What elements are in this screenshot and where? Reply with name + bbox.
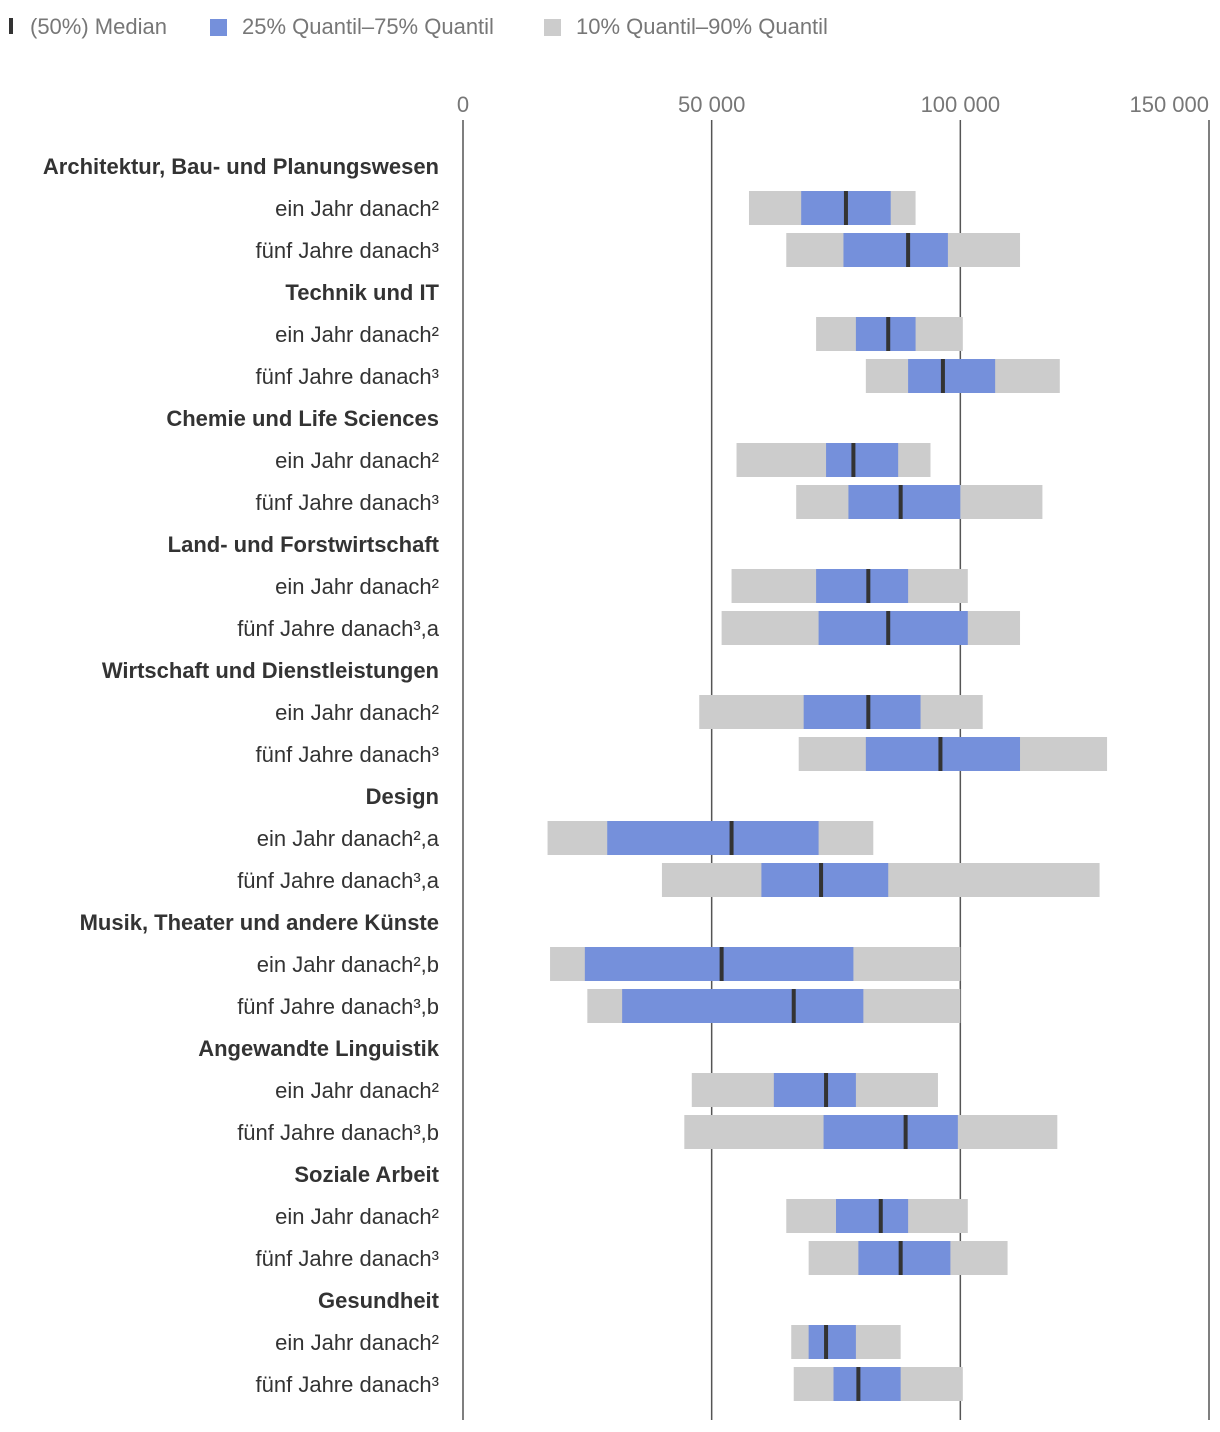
category-label: Design [366, 784, 439, 809]
row-label: fünf Jahre danach³ [256, 364, 439, 389]
median-marker [851, 443, 856, 477]
iqr-bar [761, 863, 889, 897]
median-marker [866, 569, 871, 603]
row-label: ein Jahr danach² [275, 1078, 439, 1103]
row-label: fünf Jahre danach³,a [237, 616, 440, 641]
median-marker [729, 821, 734, 855]
median-marker [819, 863, 824, 897]
median-marker [938, 737, 943, 771]
iqr-bar [816, 569, 909, 603]
iqr-bar [855, 317, 916, 351]
legend-p10-p90-label: 10% Quantil–90% Quantil [576, 14, 828, 39]
iqr-bar [584, 947, 854, 981]
row-label: ein Jahr danach² [275, 574, 439, 599]
median-marker [903, 1115, 908, 1149]
bars [547, 191, 1108, 1401]
iqr-bar [843, 233, 948, 267]
x-tick-label: 150 000 [1129, 92, 1209, 117]
legend-median-label: (50%) Median [30, 14, 167, 39]
row-label: ein Jahr danach² [275, 1330, 439, 1355]
row-label: ein Jahr danach² [275, 448, 439, 473]
category-label: Chemie und Life Sciences [166, 406, 439, 431]
row-label: fünf Jahre danach³,b [237, 994, 439, 1019]
median-marker [719, 947, 724, 981]
iqr-bar [773, 1073, 856, 1107]
category-label: Architektur, Bau- und Planungswesen [43, 154, 439, 179]
median-marker [906, 233, 911, 267]
legend-median-swatch [9, 18, 13, 34]
row-label: fünf Jahre danach³ [256, 238, 439, 263]
row-label: ein Jahr danach² [275, 196, 439, 221]
row-label: ein Jahr danach² [275, 700, 439, 725]
x-tick-label: 0 [457, 92, 469, 117]
iqr-bar [823, 1115, 958, 1149]
category-label: Technik und IT [285, 280, 439, 305]
x-tick-label: 100 000 [921, 92, 1001, 117]
iqr-bar [803, 695, 921, 729]
median-marker [898, 1241, 903, 1275]
legend-iqr-label: 25% Quantil–75% Quantil [242, 14, 494, 39]
row-label: ein Jahr danach²,a [257, 826, 440, 851]
iqr-bar [833, 1367, 901, 1401]
legend-p10-p90-swatch [544, 19, 561, 36]
category-label: Land- und Forstwirtschaft [168, 532, 440, 557]
median-marker [824, 1325, 829, 1359]
row-label: fünf Jahre danach³,b [237, 1120, 439, 1145]
median-marker [878, 1199, 883, 1233]
row-label: fünf Jahre danach³ [256, 1246, 439, 1271]
median-marker [866, 695, 871, 729]
iqr-bar [848, 485, 961, 519]
row-label: ein Jahr danach²,b [257, 952, 439, 977]
median-marker [898, 485, 903, 519]
iqr-bar [908, 359, 996, 393]
row-label: fünf Jahre danach³,a [237, 868, 440, 893]
legend: (50%) Median 25% Quantil–75% Quantil 10%… [9, 14, 828, 39]
median-marker [886, 611, 891, 645]
category-label: Musik, Theater und andere Künste [80, 910, 439, 935]
median-marker [886, 317, 891, 351]
iqr-bar [858, 1241, 951, 1275]
category-label: Soziale Arbeit [294, 1162, 439, 1187]
x-tick-label: 50 000 [678, 92, 745, 117]
iqr-bar [622, 989, 864, 1023]
iqr-bar [808, 1325, 856, 1359]
median-marker [791, 989, 796, 1023]
row-label: fünf Jahre danach³ [256, 490, 439, 515]
iqr-bar [607, 821, 819, 855]
x-axis-ticks: 0 50 000 100 000 150 000 [457, 92, 1209, 117]
legend-iqr-swatch [210, 19, 227, 36]
category-label: Angewandte Linguistik [198, 1036, 440, 1061]
category-label: Gesundheit [318, 1288, 440, 1313]
iqr-bar [865, 737, 1021, 771]
row-label: fünf Jahre danach³ [256, 742, 439, 767]
iqr-bar [826, 443, 899, 477]
median-marker [856, 1367, 861, 1401]
median-marker [824, 1073, 829, 1107]
median-marker [843, 191, 848, 225]
row-label: ein Jahr danach² [275, 322, 439, 347]
row-labels: Architektur, Bau- und Planungswesen ein J… [43, 154, 440, 1397]
median-marker [940, 359, 945, 393]
iqr-bar [818, 611, 968, 645]
category-label: Wirtschaft und Dienstleistungen [102, 658, 439, 683]
row-label: ein Jahr danach² [275, 1204, 439, 1229]
iqr-bar [836, 1199, 909, 1233]
row-label: fünf Jahre danach³ [256, 1372, 439, 1397]
